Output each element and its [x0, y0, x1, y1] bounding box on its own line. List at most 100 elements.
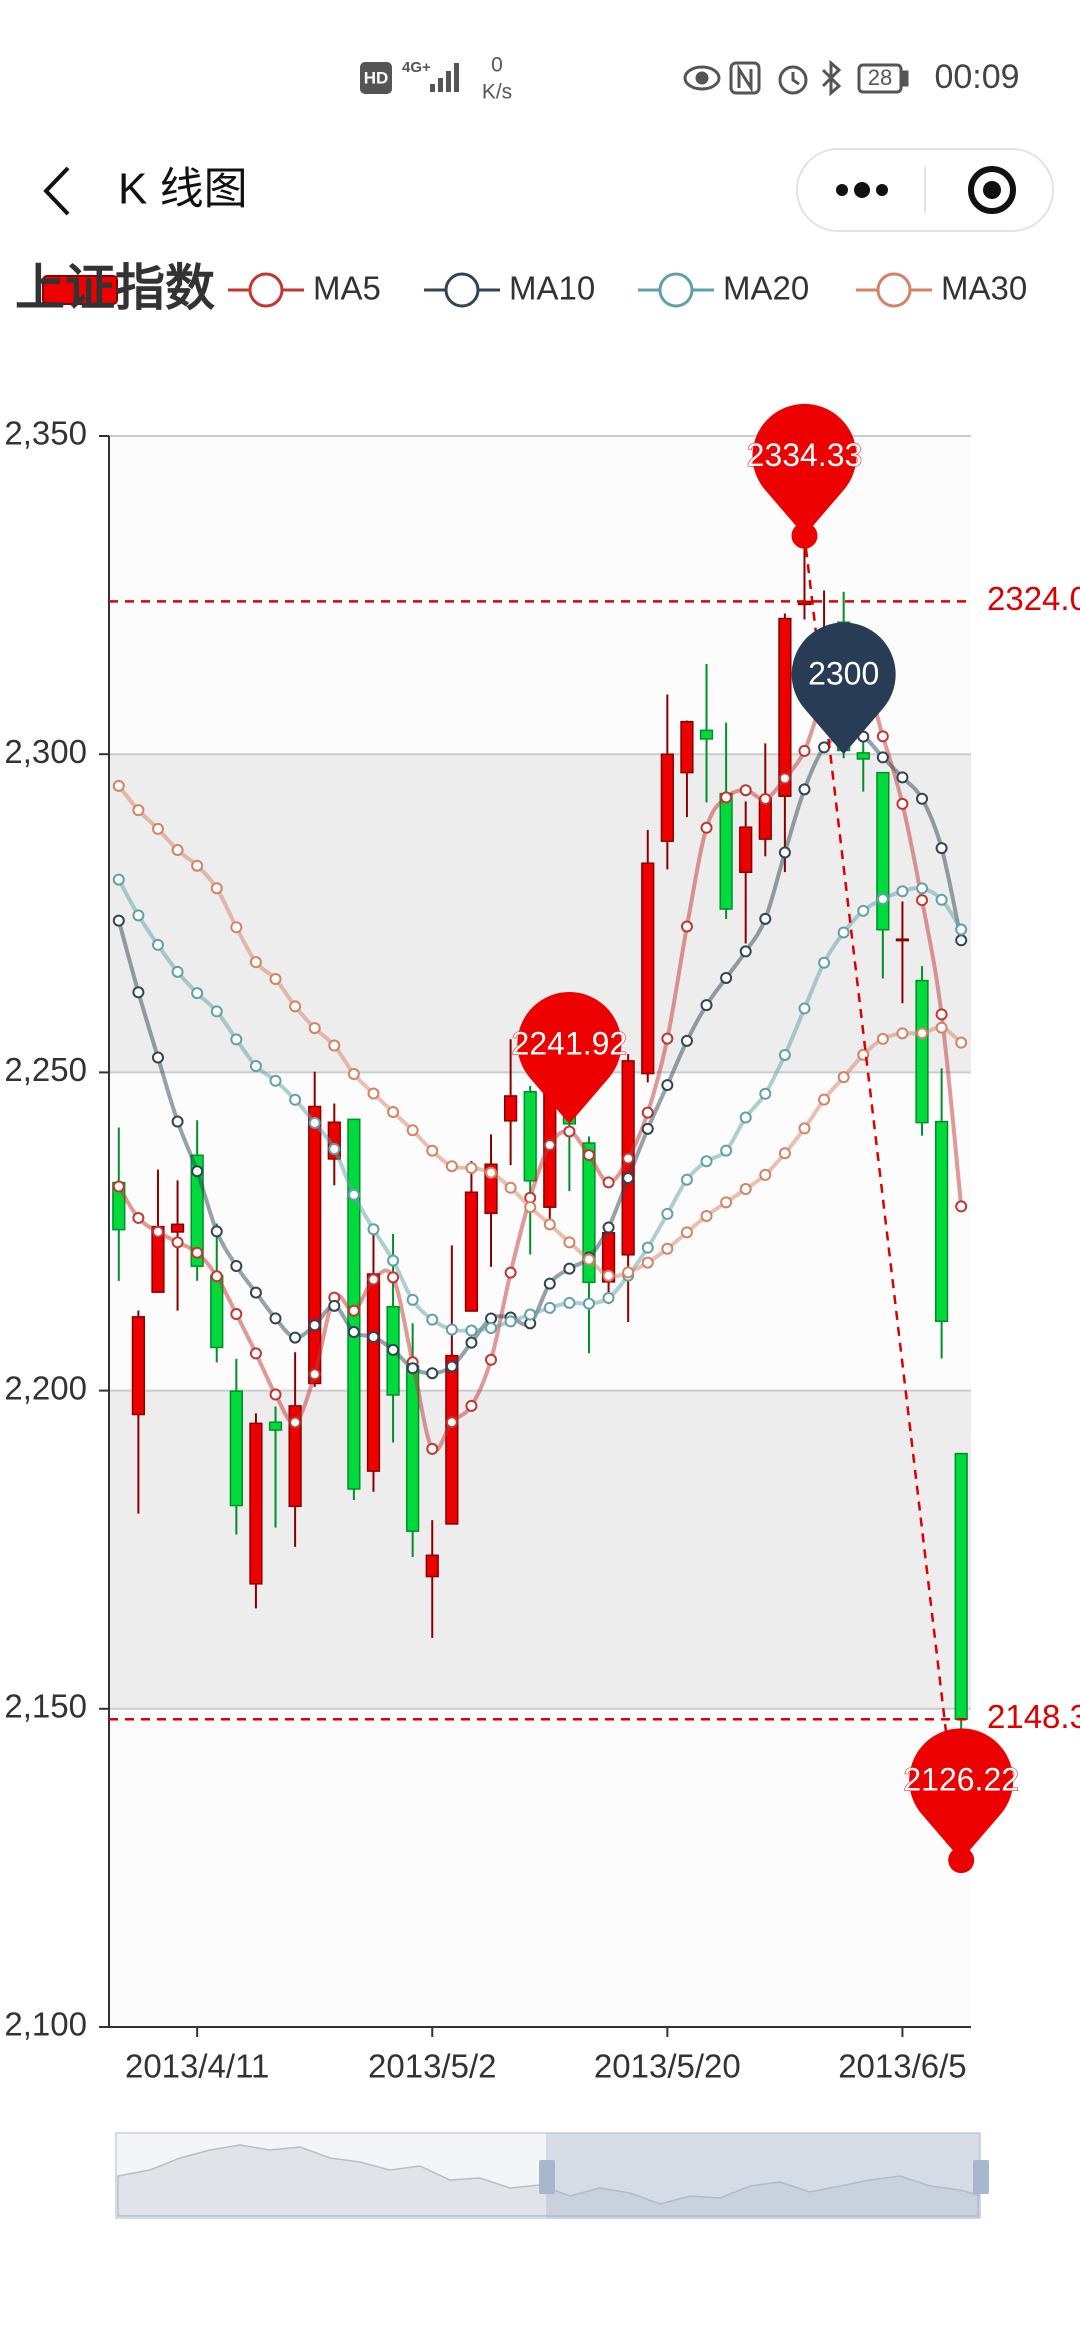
ma-point — [112, 873, 125, 886]
close-button[interactable] — [968, 166, 1016, 214]
pin-label: 2300 — [808, 656, 879, 692]
ma-point — [367, 1331, 380, 1344]
ma-point — [935, 1021, 948, 1034]
ma-point — [289, 1093, 302, 1106]
data-zoom — [115, 2132, 989, 2219]
zoom-handle[interactable] — [539, 2160, 555, 2194]
ma-point — [896, 1027, 909, 1040]
ma-point — [582, 1149, 595, 1162]
candle-body — [503, 1095, 518, 1122]
ma-point — [739, 1111, 752, 1124]
candle-body — [856, 752, 870, 760]
y-tick-label: 2,250 — [4, 1051, 87, 1088]
status-bar: HD 4G+ 0 K/s 28 00:09 — [360, 54, 1020, 104]
candle-body — [915, 979, 929, 1124]
candle-body — [719, 792, 733, 910]
ma-point — [641, 1241, 654, 1254]
ma-point — [680, 1173, 693, 1186]
ma-point — [837, 926, 850, 939]
ma-point — [916, 882, 929, 895]
ma-point — [798, 783, 811, 796]
ma-point — [504, 1181, 517, 1194]
ma-point — [289, 1331, 302, 1344]
net-speed-unit: K/s — [482, 81, 512, 104]
ma-point — [171, 1236, 184, 1249]
candle-body — [954, 1452, 968, 1721]
ma-point — [955, 934, 968, 947]
candle-body — [366, 1273, 381, 1472]
ma-point — [720, 971, 733, 984]
ma-point — [171, 965, 184, 978]
ma-point — [445, 1416, 458, 1429]
legend-icon — [42, 275, 118, 305]
ma-point — [328, 1039, 341, 1052]
mark-line-label: 2324.02 — [987, 580, 1080, 617]
ma-point — [680, 1226, 693, 1239]
ma-point — [759, 1087, 772, 1100]
ma-point — [151, 1051, 164, 1064]
ma-point — [700, 1155, 713, 1168]
ma-point — [485, 1312, 498, 1325]
page-title: K 线图 — [118, 165, 248, 214]
ma-point — [680, 1034, 693, 1047]
ma-point — [230, 1259, 243, 1272]
ma-point — [151, 1225, 164, 1238]
pin — [791, 622, 896, 755]
ma-point — [249, 1286, 262, 1299]
ma-point — [661, 1079, 674, 1092]
ma-point — [896, 771, 909, 784]
ma-point — [367, 1223, 380, 1236]
ma-point — [563, 1262, 576, 1275]
ma-point — [876, 1032, 889, 1045]
candle-body — [895, 938, 910, 942]
ma-point — [289, 1416, 302, 1429]
network-type: 4G+ — [402, 59, 431, 76]
more-button[interactable] — [836, 182, 888, 198]
ma-point — [406, 1293, 419, 1306]
ma-point — [778, 1048, 791, 1061]
candle-body — [739, 826, 753, 874]
ma-point — [778, 846, 791, 859]
ma-point — [622, 1266, 635, 1279]
zoom-window[interactable] — [546, 2133, 980, 2218]
ma-point — [720, 791, 733, 804]
legend-label: MA20 — [723, 270, 809, 307]
ma-point — [445, 1323, 458, 1336]
candle-body — [229, 1390, 243, 1507]
ma-point — [661, 1207, 674, 1220]
ma-point — [191, 987, 204, 1000]
ma-point — [543, 1301, 556, 1314]
ma-point — [700, 821, 713, 834]
candle-body — [425, 1554, 439, 1578]
ma-point — [387, 1271, 400, 1284]
y-tick-label: 2,150 — [4, 1688, 87, 1725]
ma-point — [328, 1299, 341, 1312]
candle-body — [445, 1354, 459, 1525]
ma-point — [641, 1122, 654, 1135]
ma-point — [739, 1183, 752, 1196]
ma-point — [916, 792, 929, 805]
ma-point — [191, 859, 204, 872]
ma-point — [210, 1270, 223, 1283]
zoom-handle[interactable] — [973, 2160, 989, 2194]
pin — [517, 992, 622, 1124]
ma-point — [818, 1093, 831, 1106]
ma-point — [387, 1106, 400, 1119]
back-button[interactable] — [43, 166, 70, 216]
ma-point — [543, 1218, 556, 1231]
candle-body — [699, 729, 714, 740]
ma-point — [896, 885, 909, 898]
ma-point — [347, 1326, 360, 1339]
ma-point — [465, 1399, 478, 1412]
ma-point — [661, 1242, 674, 1255]
ma-point — [680, 920, 693, 933]
ma-point — [426, 1313, 439, 1326]
legend-label: 上证指数 — [15, 260, 215, 316]
ma-point — [916, 894, 929, 907]
ma-point — [543, 1277, 556, 1290]
ma-point — [191, 1165, 204, 1178]
ma-point — [289, 1000, 302, 1013]
ma-point — [210, 1225, 223, 1238]
candle-body — [268, 1421, 283, 1431]
ma-point — [367, 1273, 380, 1286]
